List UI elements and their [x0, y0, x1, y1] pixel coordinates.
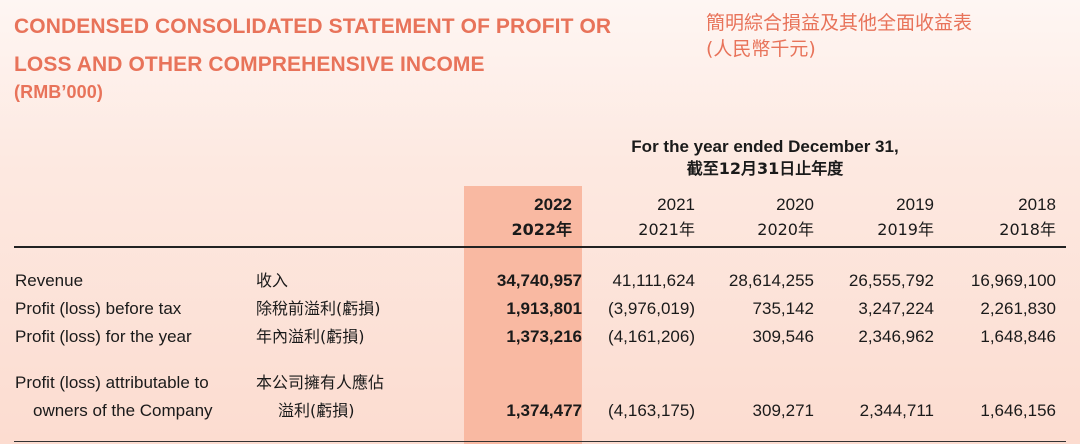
cell-value: 34,740,957 — [496, 271, 582, 290]
statement-title-zh: 簡明綜合損益及其他全面收益表 (人民幣千元) — [706, 10, 1066, 62]
cell-value: 2,344,711 — [859, 401, 934, 420]
row-label-zh: 年內溢利(虧損) — [256, 327, 365, 346]
cell-value: (4,161,206) — [608, 327, 695, 346]
row-label-en: owners of the Company — [33, 401, 213, 420]
cell-value: 1,913,801 — [506, 299, 582, 318]
statement-title: CONDENSED CONSOLIDATED STATEMENT OF PROF… — [14, 8, 694, 104]
table-row-attributable-label: Profit (loss) attributable to 本公司擁有人應佔 — [0, 370, 1080, 396]
unit-label: (RMB’000) — [14, 82, 103, 102]
column-year-zh: 2021年 — [638, 220, 695, 239]
cell-value: 28,614,255 — [728, 271, 814, 290]
title-line-2: LOSS AND OTHER COMPREHENSIVE INCOME — [14, 53, 485, 76]
cell-value: (4,163,175) — [608, 401, 695, 420]
column-year-zh: 2018年 — [999, 220, 1056, 239]
column-year-zh: 2022年 — [511, 220, 572, 239]
title-zh-line-1: 簡明綜合損益及其他全面收益表 — [706, 12, 973, 34]
row-label-zh: 除稅前溢利(虧損) — [256, 299, 381, 318]
column-header-2018: 2018 2018年 — [999, 192, 1056, 242]
row-label-en: Profit (loss) for the year — [15, 327, 192, 346]
row-label-zh: 收入 — [256, 271, 289, 290]
cell-value: 16,969,100 — [970, 271, 1056, 290]
column-header-2022: 2022 2022年 — [511, 192, 572, 242]
cell-value: 309,546 — [752, 327, 814, 346]
cell-value: (3,976,019) — [608, 299, 695, 318]
cell-value: 1,373,216 — [506, 327, 582, 346]
cell-value: 41,111,624 — [612, 271, 695, 290]
column-header-2021: 2021 2021年 — [638, 192, 695, 242]
cell-value: 1,374,477 — [506, 401, 582, 420]
column-year: 2019 — [896, 195, 934, 214]
cell-value: 26,555,792 — [848, 271, 934, 290]
period-en: For the year ended December 31, — [631, 137, 899, 156]
cell-value: 2,261,830 — [980, 299, 1056, 318]
period-zh: 截至12月31日止年度 — [686, 159, 844, 178]
column-year-zh: 2020年 — [757, 220, 814, 239]
table-row-revenue: Revenue 收入 34,740,957 41,111,624 28,614,… — [0, 268, 1080, 294]
row-label-en: Revenue — [15, 271, 84, 290]
column-header-2020: 2020 2020年 — [757, 192, 814, 242]
cell-value: 735,142 — [752, 299, 814, 318]
header-rule — [14, 246, 1066, 248]
column-year: 2022 — [534, 195, 572, 214]
footer-rule — [14, 441, 1066, 442]
row-label-zh: 本公司擁有人應佔 — [256, 373, 385, 392]
row-label-zh: 溢利(虧損) — [278, 401, 355, 420]
period-header: For the year ended December 31, 截至12月31日… — [560, 136, 970, 180]
column-header-2019: 2019 2019年 — [877, 192, 934, 242]
column-year: 2021 — [657, 195, 695, 214]
column-year: 2018 — [1018, 195, 1056, 214]
cell-value: 2,346,962 — [858, 327, 934, 346]
table-row-profit-for-year: Profit (loss) for the year 年內溢利(虧損) 1,37… — [0, 324, 1080, 350]
cell-value: 1,646,156 — [980, 401, 1056, 420]
table-row-attributable-to-owners: owners of the Company 溢利(虧損) 1,374,477 (… — [0, 398, 1080, 424]
column-year-zh: 2019年 — [877, 220, 934, 239]
current-year-highlight — [464, 186, 582, 444]
cell-value: 309,271 — [752, 401, 814, 420]
title-zh-line-2: (人民幣千元) — [706, 38, 816, 60]
cell-value: 3,247,224 — [858, 299, 934, 318]
table-row-profit-before-tax: Profit (loss) before tax 除稅前溢利(虧損) 1,913… — [0, 296, 1080, 322]
row-label-en: Profit (loss) before tax — [15, 299, 182, 318]
cell-value: 1,648,846 — [980, 327, 1056, 346]
row-label-en: Profit (loss) attributable to — [15, 373, 209, 392]
column-year: 2020 — [776, 195, 814, 214]
title-line-1: CONDENSED CONSOLIDATED STATEMENT OF PROF… — [14, 15, 612, 38]
